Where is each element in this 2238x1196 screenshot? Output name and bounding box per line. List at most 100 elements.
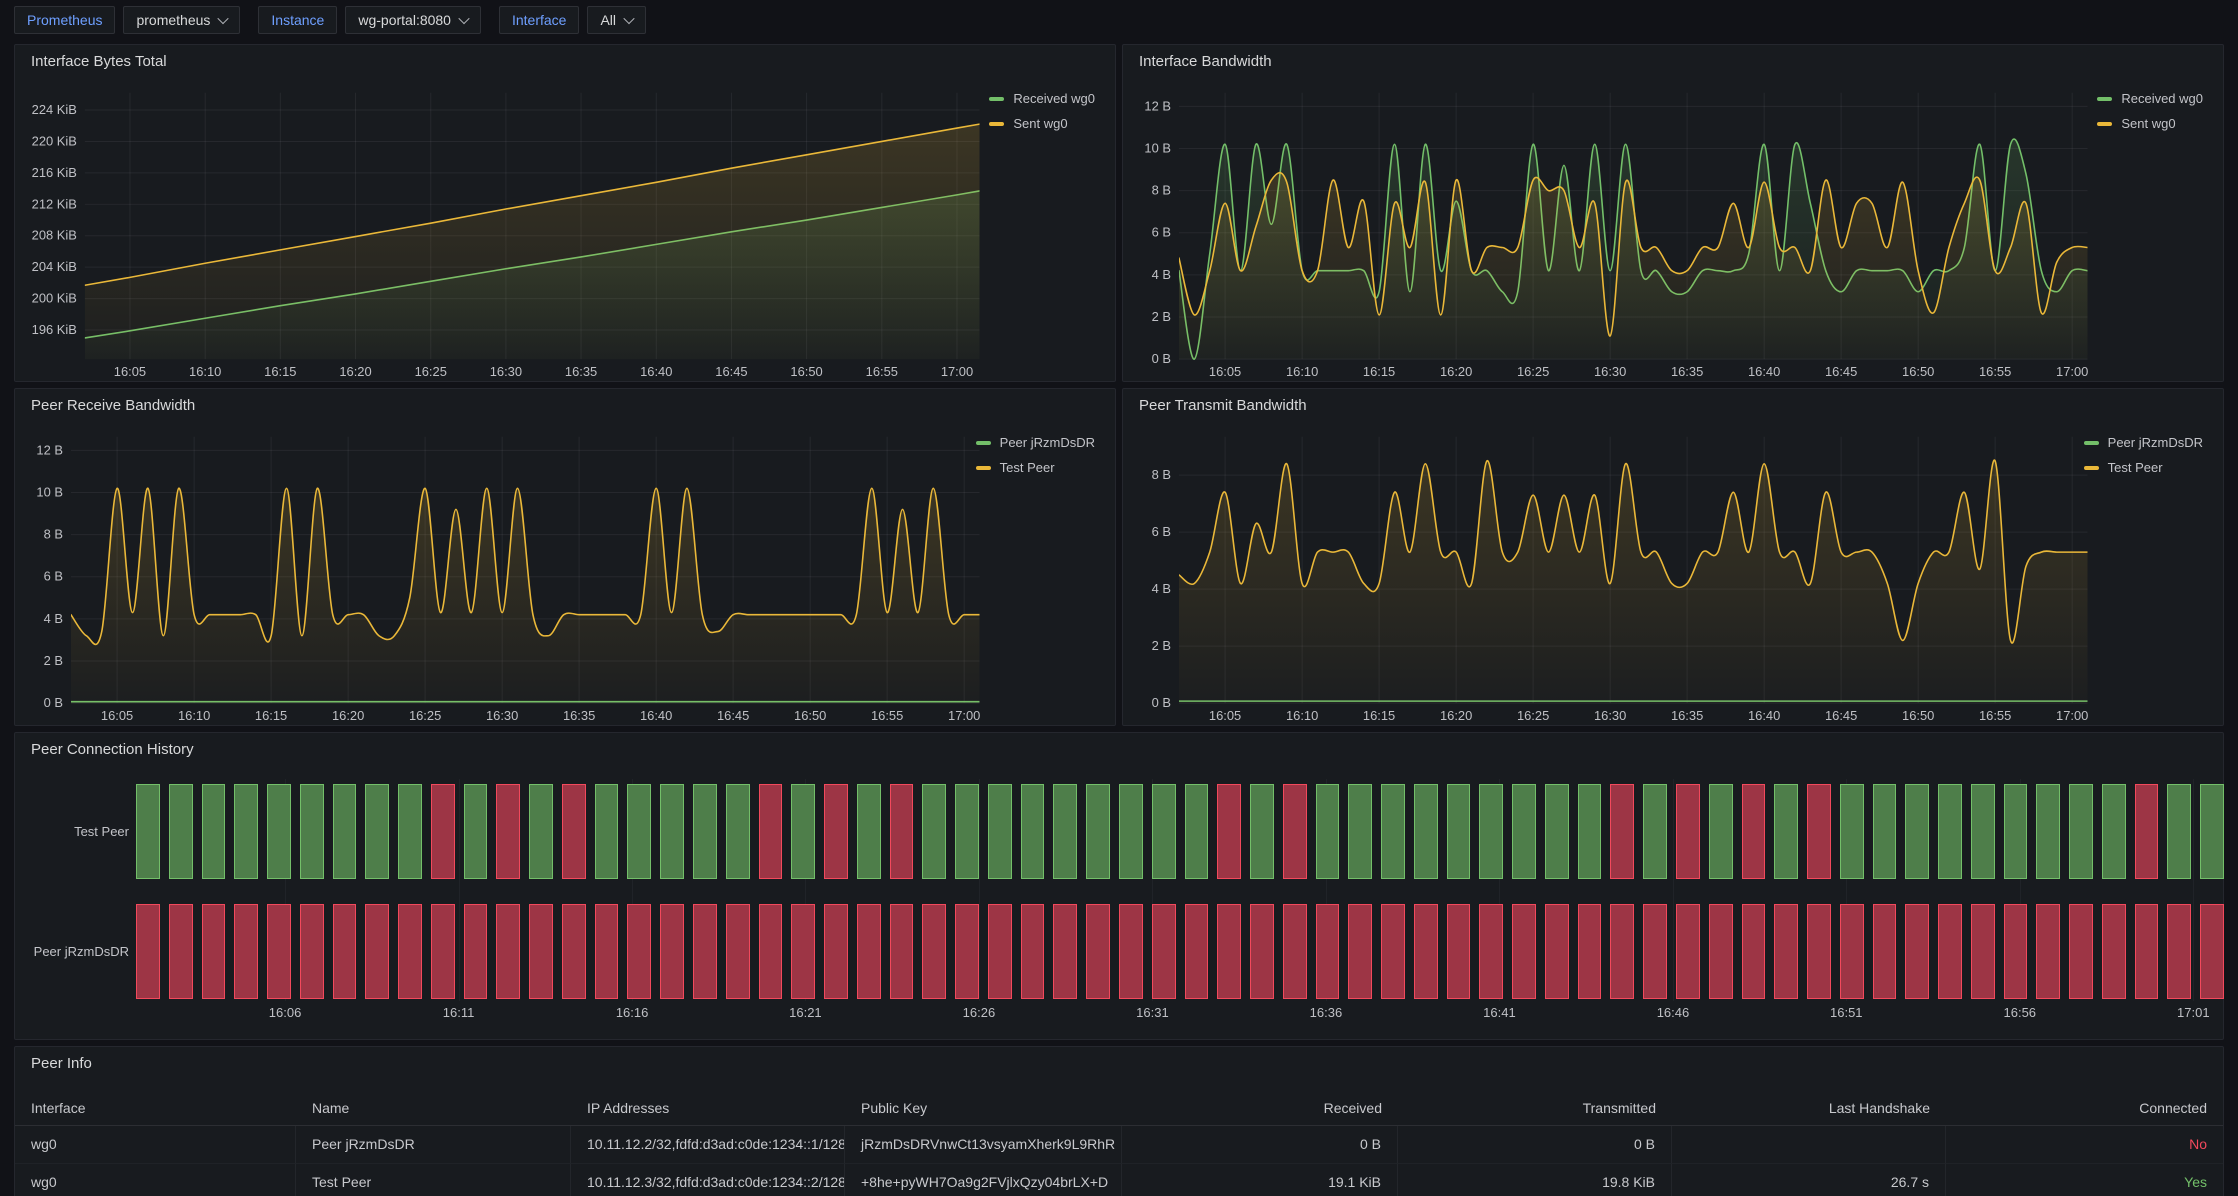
x-axis-tick: 16:15 xyxy=(255,708,287,723)
status-bar xyxy=(2069,904,2093,999)
column-header-IP Addresses[interactable]: IP Addresses xyxy=(571,1091,845,1125)
status-bar xyxy=(1316,904,1340,999)
history-row-label: Test Peer xyxy=(29,784,129,879)
x-axis-tick: 16:05 xyxy=(101,708,133,723)
status-bar xyxy=(1021,904,1045,999)
panel-title-interface-bandwidth[interactable]: Interface Bandwidth xyxy=(1123,45,1288,78)
status-bar xyxy=(1971,784,1995,879)
x-axis-tick: 16:15 xyxy=(1363,708,1395,723)
column-header-Received[interactable]: Received xyxy=(1122,1091,1398,1125)
x-axis-tick: 16:30 xyxy=(486,708,518,723)
cell-ip-addresses: 10.11.12.2/32,fdfd:d3ad:c0de:1234::1/128 xyxy=(571,1126,845,1163)
legend-item-Test Peer[interactable]: Test Peer xyxy=(976,460,1095,475)
legend-item-Received wg0[interactable]: Received wg0 xyxy=(989,91,1095,106)
status-bar xyxy=(1840,784,1864,879)
panel-title-peer-connection-history[interactable]: Peer Connection History xyxy=(15,733,210,766)
x-axis-tick: 16:40 xyxy=(640,708,672,723)
column-header-Name[interactable]: Name xyxy=(296,1091,571,1125)
status-bar xyxy=(202,904,226,999)
variable-label-interface[interactable]: Interface xyxy=(499,6,579,34)
status-bar xyxy=(791,784,815,879)
x-axis-tick: 16:10 xyxy=(189,364,221,379)
status-bar xyxy=(922,904,946,999)
status-bar xyxy=(2004,784,2028,879)
x-axis-tick: 16:16 xyxy=(616,1005,649,1020)
status-bar xyxy=(234,904,258,999)
status-bar xyxy=(1578,904,1602,999)
status-bar xyxy=(759,784,783,879)
legend-item-Peer jRzmDsDR[interactable]: Peer jRzmDsDR xyxy=(976,435,1095,450)
variable-dropdown-interface[interactable]: All xyxy=(587,6,646,34)
legend-series-swatch xyxy=(989,122,1004,126)
y-axis-tick: 6 B xyxy=(1152,524,1171,539)
cell-received: 0 B xyxy=(1122,1126,1398,1163)
variable-label-instance[interactable]: Instance xyxy=(258,6,337,34)
interface-bandwidth-chart: 0 B2 B4 B6 B8 B10 B12 B16:0516:1016:1516… xyxy=(1123,45,2223,381)
status-bar xyxy=(136,904,160,999)
variable-label-prometheus[interactable]: Prometheus xyxy=(14,6,115,34)
panel-interface-bytes-total: Interface Bytes Total 196 KiB200 KiB204 … xyxy=(14,44,1116,382)
status-bar xyxy=(824,784,848,879)
y-axis-tick: 224 KiB xyxy=(32,102,77,117)
cell-interface: wg0 xyxy=(15,1163,296,1196)
x-axis-tick: 16:11 xyxy=(443,1005,475,1020)
panel-title-peer-receive-bandwidth[interactable]: Peer Receive Bandwidth xyxy=(15,389,211,422)
panel-peer-connection-history: Peer Connection History Test PeerPeer jR… xyxy=(14,732,2224,1040)
y-axis-tick: 204 KiB xyxy=(32,259,77,274)
panel-interface-bandwidth: Interface Bandwidth 0 B2 B4 B6 B8 B10 B1… xyxy=(1122,44,2224,382)
column-header-Transmitted[interactable]: Transmitted xyxy=(1398,1091,1672,1125)
status-bar xyxy=(1152,904,1176,999)
legend-series-swatch xyxy=(2097,97,2112,101)
status-bar xyxy=(1971,904,1995,999)
x-axis-tick: 16:40 xyxy=(640,364,672,379)
x-axis-tick: 16:41 xyxy=(1483,1005,1516,1020)
variable-dropdown-instance[interactable]: wg-portal:8080 xyxy=(345,6,481,34)
legend-series-swatch xyxy=(989,97,1004,101)
panel-title-interface-bytes-total[interactable]: Interface Bytes Total xyxy=(15,45,183,78)
legend-item-Test Peer[interactable]: Test Peer xyxy=(2084,460,2203,475)
column-header-Connected[interactable]: Connected xyxy=(1946,1091,2223,1125)
peer-transmit-bandwidth-chart: 0 B2 B4 B6 B8 B16:0516:1016:1516:2016:25… xyxy=(1123,389,2223,725)
cell-transmitted: 0 B xyxy=(1398,1126,1672,1163)
variable-dropdown-prometheus[interactable]: prometheus xyxy=(123,6,240,34)
y-axis-tick: 0 B xyxy=(44,695,63,710)
status-bar xyxy=(2102,904,2126,999)
status-bar xyxy=(988,904,1012,999)
column-header-Interface[interactable]: Interface xyxy=(15,1091,296,1125)
status-bar xyxy=(1348,784,1372,879)
status-bar xyxy=(1316,784,1340,879)
cell-ip-addresses: 10.11.12.3/32,fdfd:d3ad:c0de:1234::2/128 xyxy=(571,1163,845,1196)
status-bar xyxy=(2036,904,2060,999)
legend-item-Peer jRzmDsDR[interactable]: Peer jRzmDsDR xyxy=(2084,435,2203,450)
legend-series-label: Test Peer xyxy=(2108,460,2163,475)
y-axis-tick: 10 B xyxy=(1144,141,1171,156)
x-axis-tick: 16:40 xyxy=(1748,364,1780,379)
status-bar xyxy=(529,904,553,999)
status-bar xyxy=(693,904,717,999)
status-bar xyxy=(1807,904,1831,999)
x-axis-tick: 16:51 xyxy=(1830,1005,1863,1020)
column-header-Last Handshake[interactable]: Last Handshake xyxy=(1672,1091,1946,1125)
legend-series-swatch xyxy=(2084,466,2099,470)
status-bar xyxy=(1545,784,1569,879)
column-header-Public Key[interactable]: Public Key xyxy=(845,1091,1122,1125)
x-axis-tick: 16:25 xyxy=(1517,364,1549,379)
status-bar xyxy=(398,784,422,879)
status-bar xyxy=(1283,904,1307,999)
panel-peer-info: Peer Info InterfaceNameIP AddressesPubli… xyxy=(14,1046,2224,1196)
status-bar xyxy=(1414,904,1438,999)
status-bar xyxy=(529,784,553,879)
status-bar xyxy=(1610,784,1634,879)
cell-connected: Yes xyxy=(1946,1163,2223,1196)
legend-series-label: Received wg0 xyxy=(2121,91,2203,106)
status-bar xyxy=(562,784,586,879)
chart-legend: Peer jRzmDsDR Test Peer xyxy=(976,435,1095,475)
legend-item-Sent wg0[interactable]: Sent wg0 xyxy=(989,116,1095,131)
x-axis-tick: 16:25 xyxy=(1517,708,1549,723)
legend-item-Sent wg0[interactable]: Sent wg0 xyxy=(2097,116,2203,131)
panel-title-peer-info[interactable]: Peer Info xyxy=(15,1047,108,1080)
status-bar xyxy=(1938,784,1962,879)
panel-title-peer-transmit-bandwidth[interactable]: Peer Transmit Bandwidth xyxy=(1123,389,1323,422)
status-bar xyxy=(857,904,881,999)
legend-item-Received wg0[interactable]: Received wg0 xyxy=(2097,91,2203,106)
